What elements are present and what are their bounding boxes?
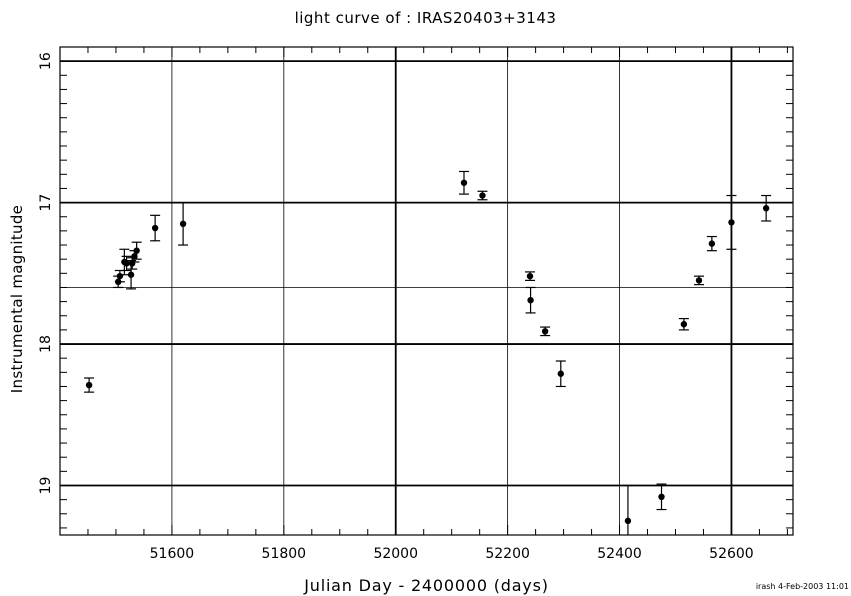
x-tick-label: 52600 xyxy=(709,546,754,562)
data-points xyxy=(84,170,772,535)
data-point xyxy=(540,326,551,337)
plot-frame xyxy=(59,46,794,536)
y-tick-label: 16 xyxy=(38,52,54,70)
timestamp-stamp: irash 4-Feb-2003 11:01 xyxy=(755,582,849,591)
grid-lines xyxy=(60,47,793,535)
x-tick-label: 52000 xyxy=(373,546,418,562)
x-tick-label: 52400 xyxy=(597,546,642,562)
data-point xyxy=(693,275,704,286)
data-marker xyxy=(762,205,770,212)
y-tick-label: 19 xyxy=(38,477,54,495)
x-tick-label: 51600 xyxy=(150,546,195,562)
x-axis-label: Julian Day - 2400000 (days) xyxy=(304,576,549,595)
data-marker xyxy=(479,192,486,199)
data-marker xyxy=(728,219,735,226)
data-marker xyxy=(127,271,135,278)
minor-ticks xyxy=(60,47,793,535)
data-point xyxy=(761,194,772,222)
data-point xyxy=(458,170,469,195)
y-tick-label: 17 xyxy=(38,194,54,212)
data-point xyxy=(525,271,536,281)
data-point xyxy=(477,190,488,201)
data-point xyxy=(84,377,95,393)
data-marker xyxy=(658,493,665,501)
data-marker xyxy=(526,272,534,280)
data-marker xyxy=(680,321,688,328)
data-marker xyxy=(151,224,159,232)
y-tick-labels: 16 17 18 19 xyxy=(38,52,54,494)
data-marker xyxy=(133,247,140,254)
data-marker xyxy=(179,220,187,228)
data-marker xyxy=(460,179,468,186)
y-tick-label: 18 xyxy=(38,335,54,353)
data-marker xyxy=(116,272,124,280)
data-marker xyxy=(695,277,703,284)
data-point xyxy=(150,214,161,242)
data-point xyxy=(121,255,132,272)
data-point xyxy=(525,286,536,314)
data-point xyxy=(131,241,142,260)
data-point xyxy=(622,484,633,535)
data-marker xyxy=(527,296,534,304)
x-tick-labels: 51600 51800 52000 52200 52400 52600 xyxy=(150,546,754,562)
y-axis-label: Instrumental magnitude xyxy=(8,204,26,394)
x-tick-label: 52200 xyxy=(485,546,530,562)
x-tick-label: 51800 xyxy=(262,546,307,562)
data-point xyxy=(178,201,189,246)
data-point xyxy=(555,360,566,388)
data-marker xyxy=(123,260,130,267)
data-point xyxy=(706,235,717,252)
data-marker xyxy=(85,381,93,389)
data-marker xyxy=(708,240,716,247)
data-point xyxy=(678,317,689,331)
data-point xyxy=(656,483,667,511)
data-marker xyxy=(557,370,564,377)
data-point xyxy=(726,194,737,250)
data-marker xyxy=(541,328,549,335)
data-marker xyxy=(624,517,632,525)
data-marker xyxy=(131,253,138,260)
chart-title: light curve of : IRAS20403+3143 xyxy=(294,9,557,27)
